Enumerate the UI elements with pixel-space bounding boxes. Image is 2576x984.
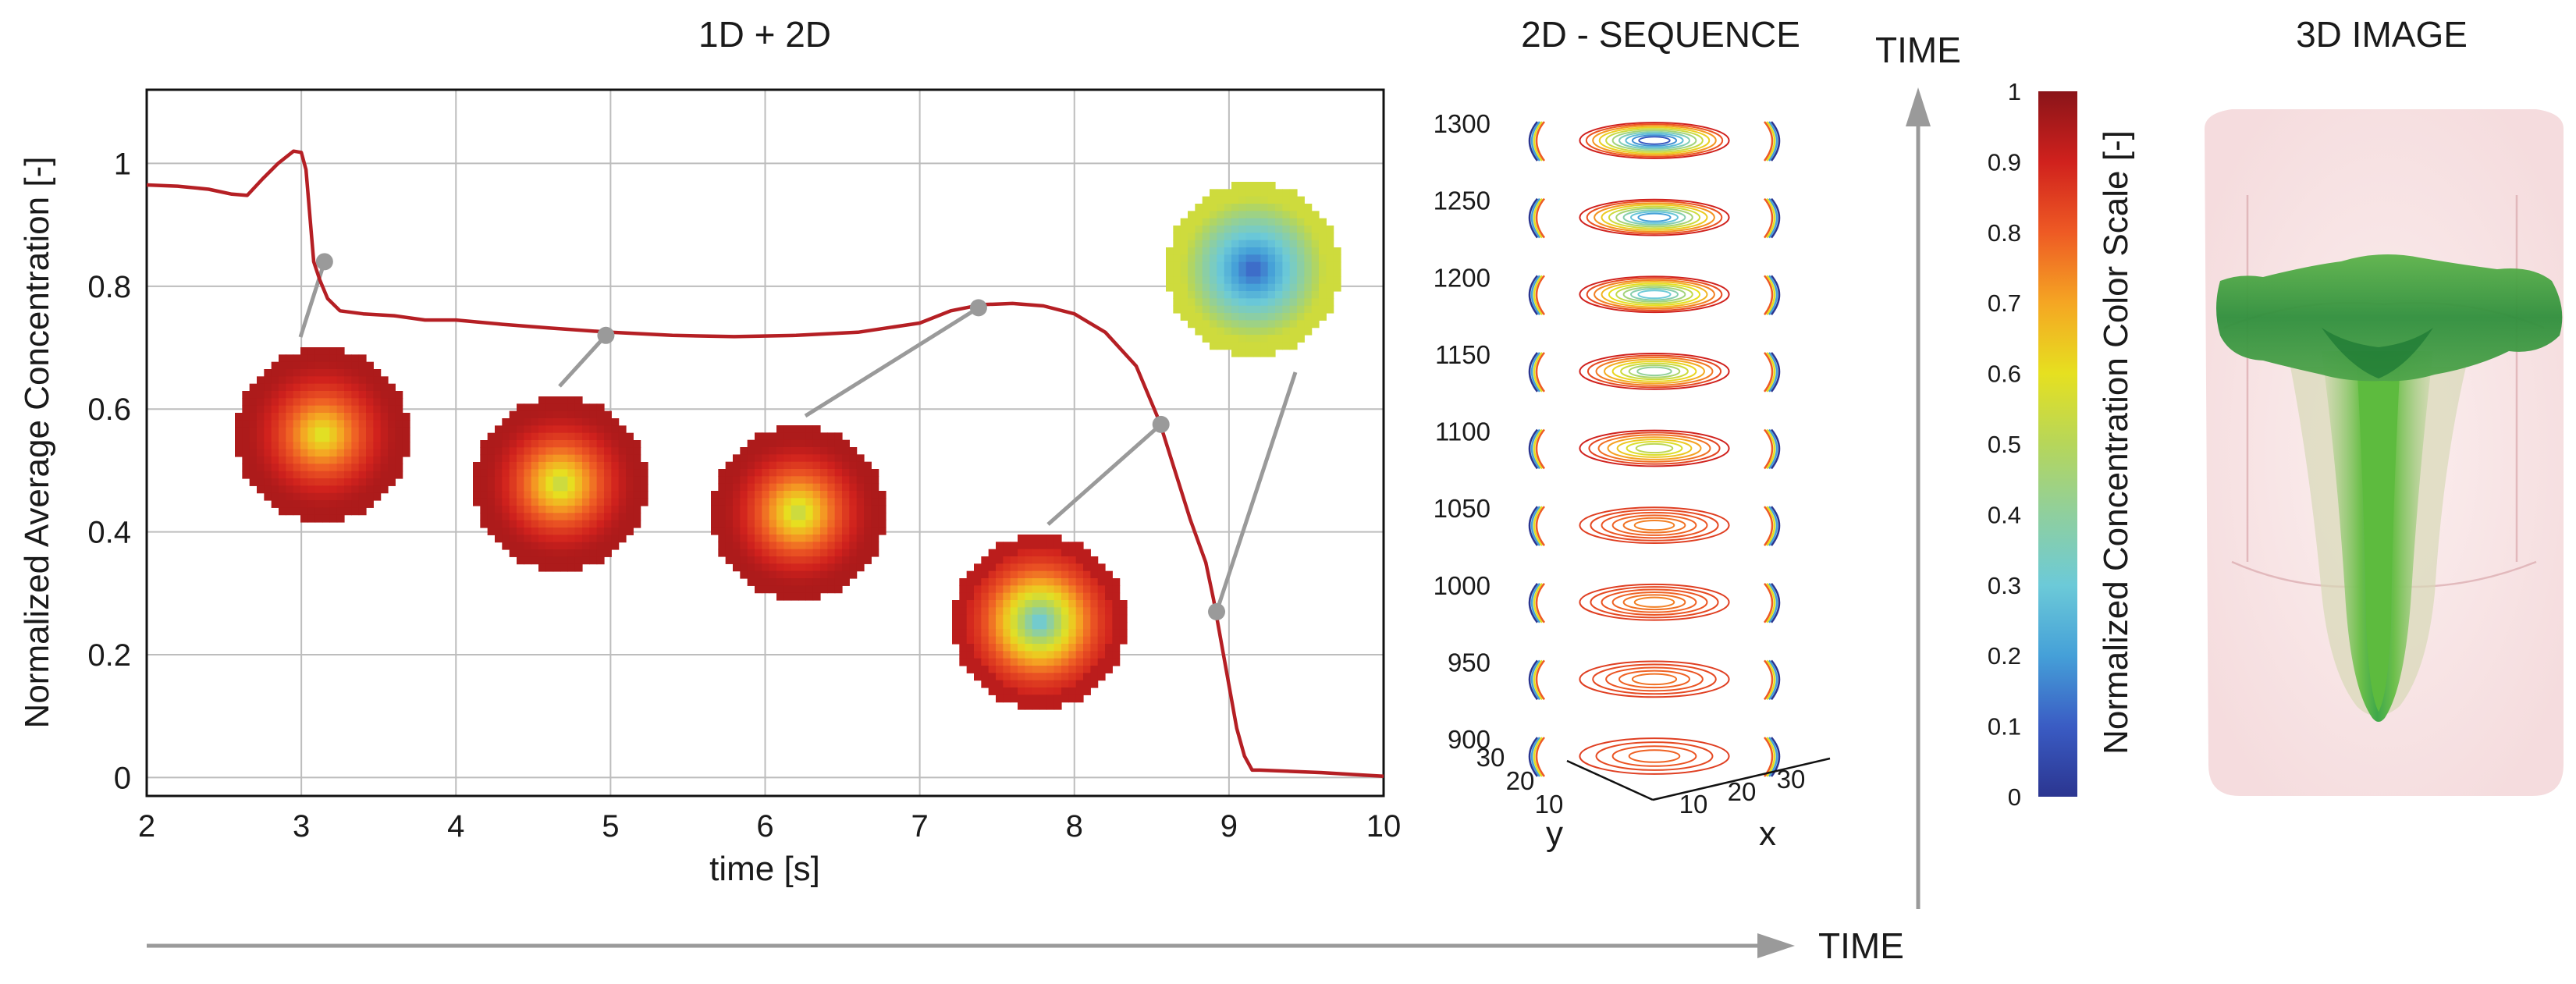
cylinder-lines: [2223, 195, 2545, 588]
colorbar-label: Normalized Concentration Color Scale [-]: [2097, 130, 2135, 755]
marker-point: [1208, 602, 1226, 620]
xy-axes: [1566, 757, 1831, 801]
contour-slice: [1528, 737, 1781, 777]
left-panel-title: 1D + 2D: [698, 14, 831, 55]
marker-connector: [558, 334, 608, 388]
colorbar-rect: [2038, 91, 2077, 797]
x-tick-label: 2: [138, 809, 155, 844]
contour-slice: [1528, 582, 1781, 623]
contour-slice: [1528, 352, 1781, 393]
time-label-vertical: TIME: [1875, 30, 1961, 70]
z-tick-label: 1250: [1434, 186, 1491, 215]
x-tick-label: 5: [602, 809, 619, 844]
colorbar-tick-label: 0.6: [1988, 361, 2021, 388]
x-tick-label: 4: [447, 809, 464, 844]
colorbar-tick-label: 0: [2008, 783, 2021, 811]
plot-frame: [145, 88, 1385, 798]
inset-slice-t8.5: [952, 535, 1128, 710]
colorbar: 0 0.1 0.2 0.3 0.4 0.5 0.6 0.7 0.8 0.9 1 Normalized…: [1988, 78, 2135, 811]
x-tick-label: 3: [293, 809, 310, 844]
colorbar-tick-label: 0.1: [1988, 713, 2021, 741]
line-chart: 2 3 4 5 6 7 8 9 10 0 0.2 0.4 0.6 0.8 1 time [s] Normal…: [18, 88, 1401, 888]
colorbar-tick-label: 0.3: [1988, 572, 2021, 599]
tick-labels: 2 3 4 5 6 7 8 9 10 0 0.2 0.4 0.6 0.8 1: [87, 147, 1401, 844]
x-tick-label: 8: [1066, 809, 1083, 844]
contour-slice: [1528, 506, 1781, 546]
contour-slices: [1528, 121, 1781, 777]
colorbar-ticks: 0 0.1 0.2 0.3 0.4 0.5 0.6 0.7 0.8 0.9 1: [1988, 78, 2021, 811]
x-tick-label-seq: 10: [1679, 790, 1708, 819]
plume-cap-inner: [2322, 328, 2433, 378]
z-tick-label: 1150: [1435, 340, 1491, 369]
x-tick-label: 10: [1366, 809, 1402, 844]
y-tick-label: 0.2: [87, 638, 131, 673]
y-tick-label: 0.8: [87, 270, 131, 304]
z-tick-label: 1000: [1434, 571, 1491, 600]
contour-slice: [1528, 428, 1781, 470]
x-tick-label: 6: [756, 809, 773, 844]
z-tick-label: 900: [1448, 725, 1491, 754]
time-arrow-horizontal: [147, 933, 1795, 958]
colorbar-tick-label: 0.2: [1988, 642, 2021, 670]
y-axis-label: Normalized Average Concentration [-]: [18, 157, 56, 729]
inset-slice-t7: [711, 425, 886, 601]
colorbar-tick-label: 1: [2008, 78, 2021, 105]
x-tick-label-seq: 20: [1728, 777, 1757, 806]
x-axis-label-seq: x: [1759, 815, 1776, 853]
colorbar-tick-label: 0.8: [1988, 219, 2021, 247]
y-tick-label: 1: [114, 147, 131, 181]
marker-point: [315, 253, 333, 271]
marker-point: [969, 299, 987, 317]
z-tick-label: 1100: [1435, 417, 1491, 446]
y-tick-label-seq: 30: [1476, 743, 1505, 772]
right-panel-title: 3D IMAGE: [2296, 14, 2468, 55]
z-tick-labels: 900 950 1000 1050 1100 1150 1200 1250 1300: [1434, 109, 1491, 754]
inset-images: [235, 182, 1341, 710]
contour-slice: [1528, 197, 1781, 239]
y-tick-label: 0: [114, 761, 131, 795]
plume-core: [2357, 359, 2400, 712]
marker-point: [597, 326, 615, 344]
inset-slice-t9: [1166, 182, 1341, 357]
z-tick-label: 1050: [1434, 494, 1491, 523]
middle-panel-title: 2D - SEQUENCE: [1521, 14, 1800, 55]
contour-slice: [1528, 121, 1781, 162]
series-line: [146, 149, 1384, 779]
z-tick-label: 950: [1448, 648, 1491, 677]
z-tick-label: 1300: [1434, 109, 1491, 138]
colorbar-tick-label: 0.9: [1988, 148, 2021, 176]
x-tick-label-seq: 30: [1777, 765, 1806, 794]
marker-point: [1152, 415, 1170, 433]
markers: [315, 253, 1226, 620]
x-tick-label: 7: [911, 809, 929, 844]
x-axis-label: time [s]: [709, 850, 820, 888]
plume-cap: [2216, 254, 2563, 382]
marker-connectors: [298, 261, 1298, 613]
y-tick-label-seq: 10: [1535, 790, 1564, 819]
marker-connector: [1046, 423, 1163, 526]
colorbar-tick-label: 0.7: [1988, 290, 2021, 317]
time-label-horizontal: TIME: [1818, 925, 1904, 966]
colorbar-tick-label: 0.5: [1988, 431, 2021, 458]
contour-slice: [1528, 659, 1781, 701]
x-tick-label: 9: [1220, 809, 1238, 844]
z-tick-label: 1200: [1434, 263, 1491, 292]
y-tick-label: 0.4: [87, 516, 131, 550]
inset-slice-t3: [235, 347, 410, 523]
colorbar-tick-label: 0.4: [1988, 501, 2021, 528]
y-axis-label-seq: y: [1546, 815, 1563, 853]
y-tick-label: 0.6: [87, 393, 131, 427]
time-arrow-vertical: [1906, 87, 1931, 909]
y-tick-label-seq: 20: [1506, 766, 1535, 795]
marker-connector: [804, 306, 980, 418]
contour-slice: [1528, 275, 1781, 316]
marker-connector: [1214, 371, 1298, 613]
inset-slice-t5: [473, 396, 648, 572]
marker-connector: [298, 261, 327, 338]
3d-image: [2205, 109, 2564, 796]
